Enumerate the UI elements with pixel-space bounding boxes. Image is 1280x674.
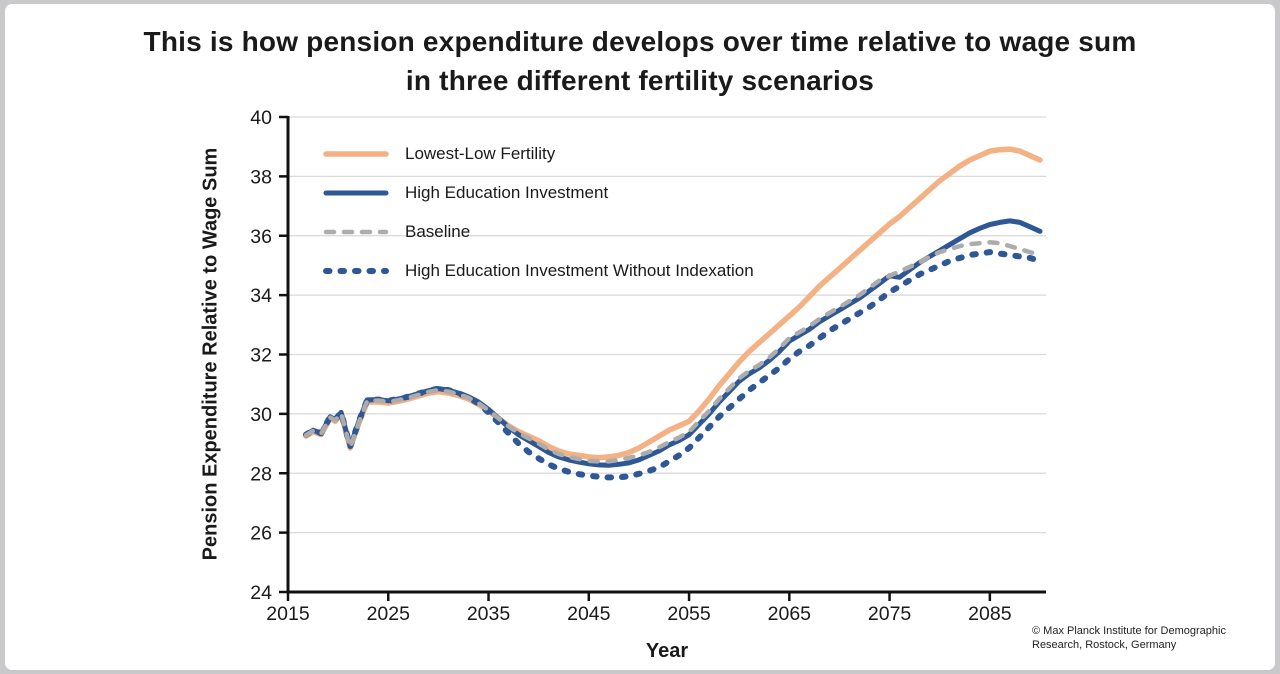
x-tick-label: 2035 xyxy=(467,603,511,625)
chart-title: This is how pension expenditure develops… xyxy=(0,22,1280,100)
y-tick-label: 30 xyxy=(250,404,272,426)
legend-label: Baseline xyxy=(405,221,471,241)
x-tick-label: 2045 xyxy=(567,603,611,625)
y-tick-label: 28 xyxy=(250,463,272,485)
x-tick-label: 2025 xyxy=(367,603,411,625)
legend-swatch-dotted-icon xyxy=(323,267,389,274)
y-tick-label: 38 xyxy=(250,166,272,188)
x-tick-label: 2015 xyxy=(266,603,310,625)
legend-label: High Education Investment Without Indexa… xyxy=(405,260,754,280)
copyright-note: © Max Planck Institute for Demographic R… xyxy=(1032,625,1226,651)
chart-title-line1: This is how pension expenditure develops… xyxy=(143,26,1137,57)
series-line-baseline xyxy=(303,240,1043,464)
legend: Lowest-Low Fertility High Education Inves… xyxy=(322,134,754,290)
chart-title-line2: in three different fertility scenarios xyxy=(405,65,875,96)
x-tick-label: 2065 xyxy=(768,603,812,625)
legend-item-1: High Education Investment xyxy=(322,173,754,212)
legend-item-3: High Education Investment Without Indexa… xyxy=(322,251,754,290)
chart-card xyxy=(5,4,1275,670)
x-axis-label: Year xyxy=(645,640,689,662)
y-tick-label: 24 xyxy=(250,582,272,604)
legend-swatch-dashed-icon xyxy=(323,229,389,234)
y-tick-label: 40 xyxy=(250,107,272,129)
legend-swatch-solid-icon xyxy=(323,150,389,157)
x-tick-label: 2085 xyxy=(968,603,1012,625)
legend-label: Lowest-Low Fertility xyxy=(405,143,556,163)
y-tick-label: 26 xyxy=(250,523,272,545)
y-tick-label: 32 xyxy=(250,345,272,367)
y-tick-label: 34 xyxy=(250,285,272,307)
legend-swatch-solid-icon xyxy=(323,190,389,195)
legend-item-2: Baseline xyxy=(322,212,754,251)
series-line-high-education-investment-without-indexation xyxy=(303,249,1043,481)
x-tick-label: 2075 xyxy=(868,603,912,625)
x-tick-label: 2055 xyxy=(667,603,711,625)
y-tick-label: 36 xyxy=(250,226,272,248)
legend-label: High Education Investment xyxy=(405,182,609,202)
legend-item-0: Lowest-Low Fertility xyxy=(322,134,754,173)
